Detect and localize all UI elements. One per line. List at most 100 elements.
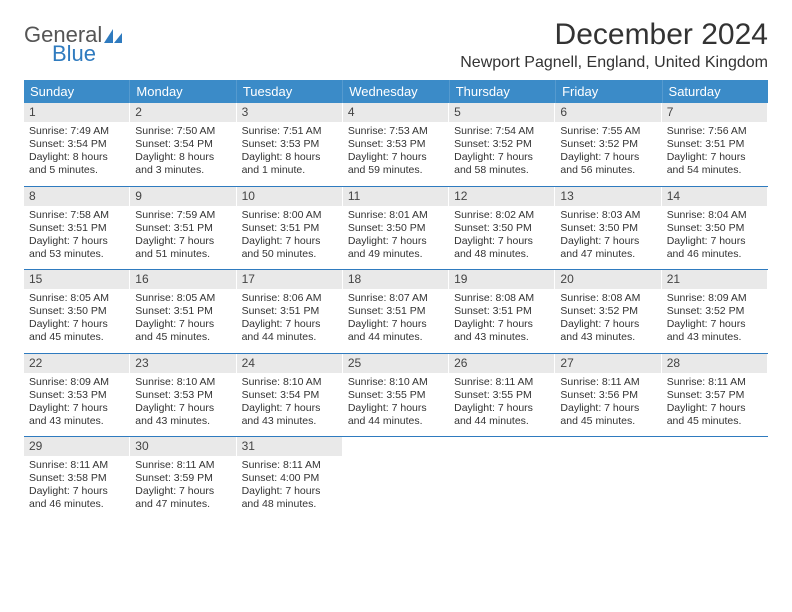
dow-wednesday: Wednesday <box>343 80 449 103</box>
day-cell: 14Sunrise: 8:04 AMSunset: 3:50 PMDayligh… <box>662 187 768 270</box>
dow-sunday: Sunday <box>24 80 130 103</box>
calendar-week: 29Sunrise: 8:11 AMSunset: 3:58 PMDayligh… <box>24 437 768 520</box>
day-number: 3 <box>237 103 342 122</box>
day-number: 31 <box>237 437 342 456</box>
sunrise-line: Sunrise: 8:05 AM <box>135 292 230 305</box>
day-number: 12 <box>449 187 554 206</box>
sunrise-line: Sunrise: 8:10 AM <box>135 376 230 389</box>
day-cell: 8Sunrise: 7:58 AMSunset: 3:51 PMDaylight… <box>24 187 130 270</box>
sunset-line: Sunset: 3:58 PM <box>29 472 124 485</box>
empty-cell <box>555 437 661 520</box>
day-number: 6 <box>555 103 660 122</box>
sunrise-line: Sunrise: 8:00 AM <box>242 209 337 222</box>
day-number: 17 <box>237 270 342 289</box>
sunset-line: Sunset: 3:53 PM <box>242 138 337 151</box>
day-number: 24 <box>237 354 342 373</box>
day-cell: 4Sunrise: 7:53 AMSunset: 3:53 PMDaylight… <box>343 103 449 186</box>
sunrise-line: Sunrise: 7:53 AM <box>348 125 443 138</box>
day-number: 8 <box>24 187 129 206</box>
day-cell: 6Sunrise: 7:55 AMSunset: 3:52 PMDaylight… <box>555 103 661 186</box>
daylight-line: Daylight: 7 hours and 43 minutes. <box>560 318 655 344</box>
sunrise-line: Sunrise: 8:09 AM <box>667 292 762 305</box>
day-cell: 5Sunrise: 7:54 AMSunset: 3:52 PMDaylight… <box>449 103 555 186</box>
daylight-line: Daylight: 8 hours and 5 minutes. <box>29 151 124 177</box>
dow-monday: Monday <box>130 80 236 103</box>
day-number: 22 <box>24 354 129 373</box>
day-number: 23 <box>130 354 235 373</box>
day-number: 13 <box>555 187 660 206</box>
daylight-line: Daylight: 7 hours and 43 minutes. <box>29 402 124 428</box>
sunrise-line: Sunrise: 8:05 AM <box>29 292 124 305</box>
day-cell: 29Sunrise: 8:11 AMSunset: 3:58 PMDayligh… <box>24 437 130 520</box>
daylight-line: Daylight: 7 hours and 49 minutes. <box>348 235 443 261</box>
daylight-line: Daylight: 7 hours and 56 minutes. <box>560 151 655 177</box>
day-cell: 19Sunrise: 8:08 AMSunset: 3:51 PMDayligh… <box>449 270 555 353</box>
day-cell: 28Sunrise: 8:11 AMSunset: 3:57 PMDayligh… <box>662 354 768 437</box>
dow-friday: Friday <box>556 80 662 103</box>
day-cell: 31Sunrise: 8:11 AMSunset: 4:00 PMDayligh… <box>237 437 343 520</box>
day-cell: 25Sunrise: 8:10 AMSunset: 3:55 PMDayligh… <box>343 354 449 437</box>
sunset-line: Sunset: 3:54 PM <box>242 389 337 402</box>
sunrise-line: Sunrise: 7:59 AM <box>135 209 230 222</box>
daylight-line: Daylight: 7 hours and 45 minutes. <box>135 318 230 344</box>
daylight-line: Daylight: 7 hours and 44 minutes. <box>242 318 337 344</box>
sunrise-line: Sunrise: 7:50 AM <box>135 125 230 138</box>
sunset-line: Sunset: 3:53 PM <box>29 389 124 402</box>
sunset-line: Sunset: 3:50 PM <box>29 305 124 318</box>
sunrise-line: Sunrise: 8:08 AM <box>454 292 549 305</box>
daylight-line: Daylight: 7 hours and 53 minutes. <box>29 235 124 261</box>
day-cell: 16Sunrise: 8:05 AMSunset: 3:51 PMDayligh… <box>130 270 236 353</box>
daylight-line: Daylight: 7 hours and 48 minutes. <box>242 485 337 511</box>
day-cell: 12Sunrise: 8:02 AMSunset: 3:50 PMDayligh… <box>449 187 555 270</box>
day-cell: 1Sunrise: 7:49 AMSunset: 3:54 PMDaylight… <box>24 103 130 186</box>
title-block: December 2024 Newport Pagnell, England, … <box>460 18 768 72</box>
sunset-line: Sunset: 3:55 PM <box>348 389 443 402</box>
sunrise-line: Sunrise: 8:10 AM <box>348 376 443 389</box>
day-cell: 11Sunrise: 8:01 AMSunset: 3:50 PMDayligh… <box>343 187 449 270</box>
sunset-line: Sunset: 4:00 PM <box>242 472 337 485</box>
daylight-line: Daylight: 7 hours and 45 minutes. <box>667 402 762 428</box>
daylight-line: Daylight: 7 hours and 45 minutes. <box>29 318 124 344</box>
daylight-line: Daylight: 7 hours and 43 minutes. <box>242 402 337 428</box>
daylight-line: Daylight: 7 hours and 43 minutes. <box>454 318 549 344</box>
day-number: 10 <box>237 187 342 206</box>
dow-tuesday: Tuesday <box>237 80 343 103</box>
daylight-line: Daylight: 8 hours and 3 minutes. <box>135 151 230 177</box>
empty-cell <box>662 437 768 520</box>
day-number: 18 <box>343 270 448 289</box>
sunrise-line: Sunrise: 8:11 AM <box>135 459 230 472</box>
day-number: 25 <box>343 354 448 373</box>
day-number: 11 <box>343 187 448 206</box>
sunrise-line: Sunrise: 8:02 AM <box>454 209 549 222</box>
sunset-line: Sunset: 3:52 PM <box>560 138 655 151</box>
day-number: 20 <box>555 270 660 289</box>
daylight-line: Daylight: 7 hours and 58 minutes. <box>454 151 549 177</box>
sunset-line: Sunset: 3:57 PM <box>667 389 762 402</box>
sunrise-line: Sunrise: 8:01 AM <box>348 209 443 222</box>
sunrise-line: Sunrise: 7:51 AM <box>242 125 337 138</box>
sunrise-line: Sunrise: 8:07 AM <box>348 292 443 305</box>
daylight-line: Daylight: 7 hours and 43 minutes. <box>135 402 230 428</box>
day-cell: 24Sunrise: 8:10 AMSunset: 3:54 PMDayligh… <box>237 354 343 437</box>
day-cell: 18Sunrise: 8:07 AMSunset: 3:51 PMDayligh… <box>343 270 449 353</box>
day-cell: 27Sunrise: 8:11 AMSunset: 3:56 PMDayligh… <box>555 354 661 437</box>
weeks-container: 1Sunrise: 7:49 AMSunset: 3:54 PMDaylight… <box>24 103 768 520</box>
sunset-line: Sunset: 3:59 PM <box>135 472 230 485</box>
empty-cell <box>449 437 555 520</box>
sunset-line: Sunset: 3:55 PM <box>454 389 549 402</box>
sunrise-line: Sunrise: 7:49 AM <box>29 125 124 138</box>
day-cell: 7Sunrise: 7:56 AMSunset: 3:51 PMDaylight… <box>662 103 768 186</box>
day-number: 7 <box>662 103 767 122</box>
day-number: 14 <box>662 187 767 206</box>
day-number: 21 <box>662 270 767 289</box>
calendar-week: 8Sunrise: 7:58 AMSunset: 3:51 PMDaylight… <box>24 187 768 271</box>
sunrise-line: Sunrise: 8:03 AM <box>560 209 655 222</box>
day-number: 2 <box>130 103 235 122</box>
sunrise-line: Sunrise: 7:56 AM <box>667 125 762 138</box>
daylight-line: Daylight: 7 hours and 46 minutes. <box>667 235 762 261</box>
day-cell: 30Sunrise: 8:11 AMSunset: 3:59 PMDayligh… <box>130 437 236 520</box>
sunset-line: Sunset: 3:50 PM <box>454 222 549 235</box>
location-text: Newport Pagnell, England, United Kingdom <box>460 54 768 72</box>
sunset-line: Sunset: 3:52 PM <box>667 305 762 318</box>
daylight-line: Daylight: 7 hours and 59 minutes. <box>348 151 443 177</box>
